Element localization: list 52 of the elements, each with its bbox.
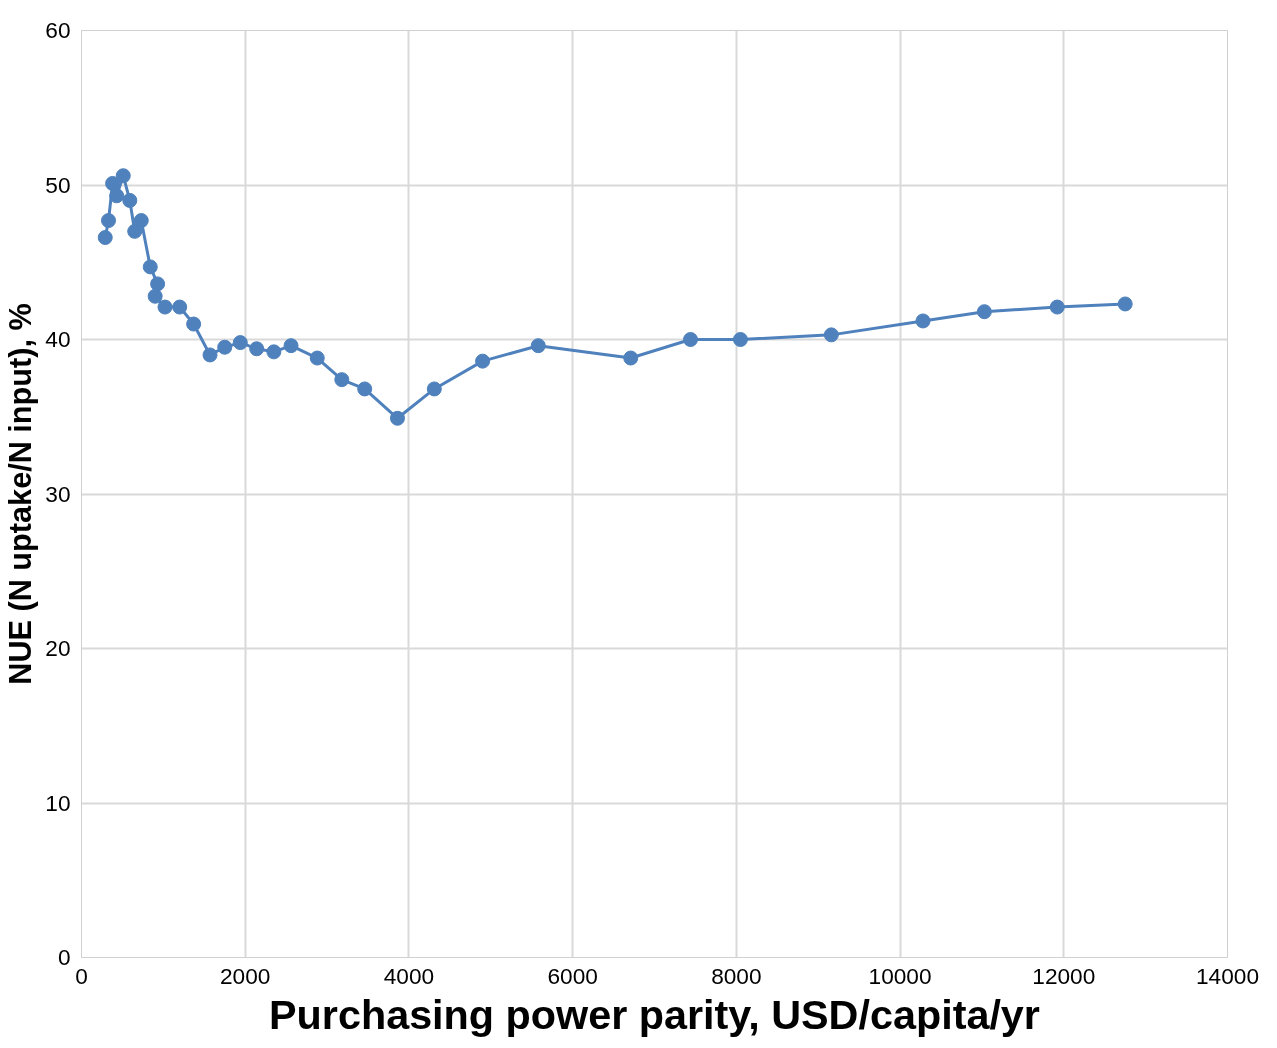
point (142, 259, 158, 275)
point (426, 381, 442, 397)
point (1117, 296, 1133, 312)
x-tick-label: 6000 (547, 962, 598, 989)
point (115, 168, 131, 184)
point (172, 299, 188, 315)
x-tick-label: 0 (75, 962, 88, 989)
point (283, 338, 299, 354)
point (217, 339, 233, 355)
point (976, 304, 992, 320)
point (475, 353, 491, 369)
point (101, 213, 117, 229)
point (109, 188, 125, 204)
y-tick-label: 20 (45, 635, 71, 661)
point (334, 372, 350, 388)
point (105, 175, 121, 191)
point (157, 299, 173, 315)
point (683, 332, 699, 347)
point (309, 350, 325, 366)
point (915, 313, 931, 329)
point (732, 332, 748, 347)
point (122, 192, 138, 208)
y-tick-label: 0 (57, 944, 71, 970)
y-tick-label: 60 (45, 17, 71, 43)
y-tick-label: 30 (45, 480, 71, 507)
point (147, 288, 163, 304)
x-tick-label: 14000 (1196, 962, 1260, 989)
point (266, 344, 282, 360)
point (97, 230, 113, 246)
point (127, 223, 143, 239)
point (357, 381, 373, 397)
x-tick-label: 10000 (868, 962, 932, 989)
point (133, 213, 149, 229)
point (823, 327, 839, 343)
point (389, 410, 405, 426)
y-tick-label: 40 (45, 326, 71, 352)
y-axis-title: NUE (N uptake/N input), % (3, 303, 39, 685)
point (623, 350, 639, 366)
x-tick-label: 4000 (383, 962, 435, 989)
x-tick-label: 8000 (711, 962, 762, 989)
x-tick-label: 12000 (1032, 962, 1096, 989)
x-tick-label: 2000 (220, 962, 271, 989)
x-axis-title: Purchasing power parity, USD/capita/yr (269, 991, 1040, 1038)
point (150, 276, 166, 292)
point (530, 338, 546, 354)
point (186, 316, 202, 332)
point (232, 335, 248, 351)
point (202, 347, 218, 363)
point (249, 341, 265, 357)
y-tick-label: 10 (45, 789, 71, 816)
point (1049, 299, 1065, 315)
y-tick-label: 50 (45, 171, 71, 198)
